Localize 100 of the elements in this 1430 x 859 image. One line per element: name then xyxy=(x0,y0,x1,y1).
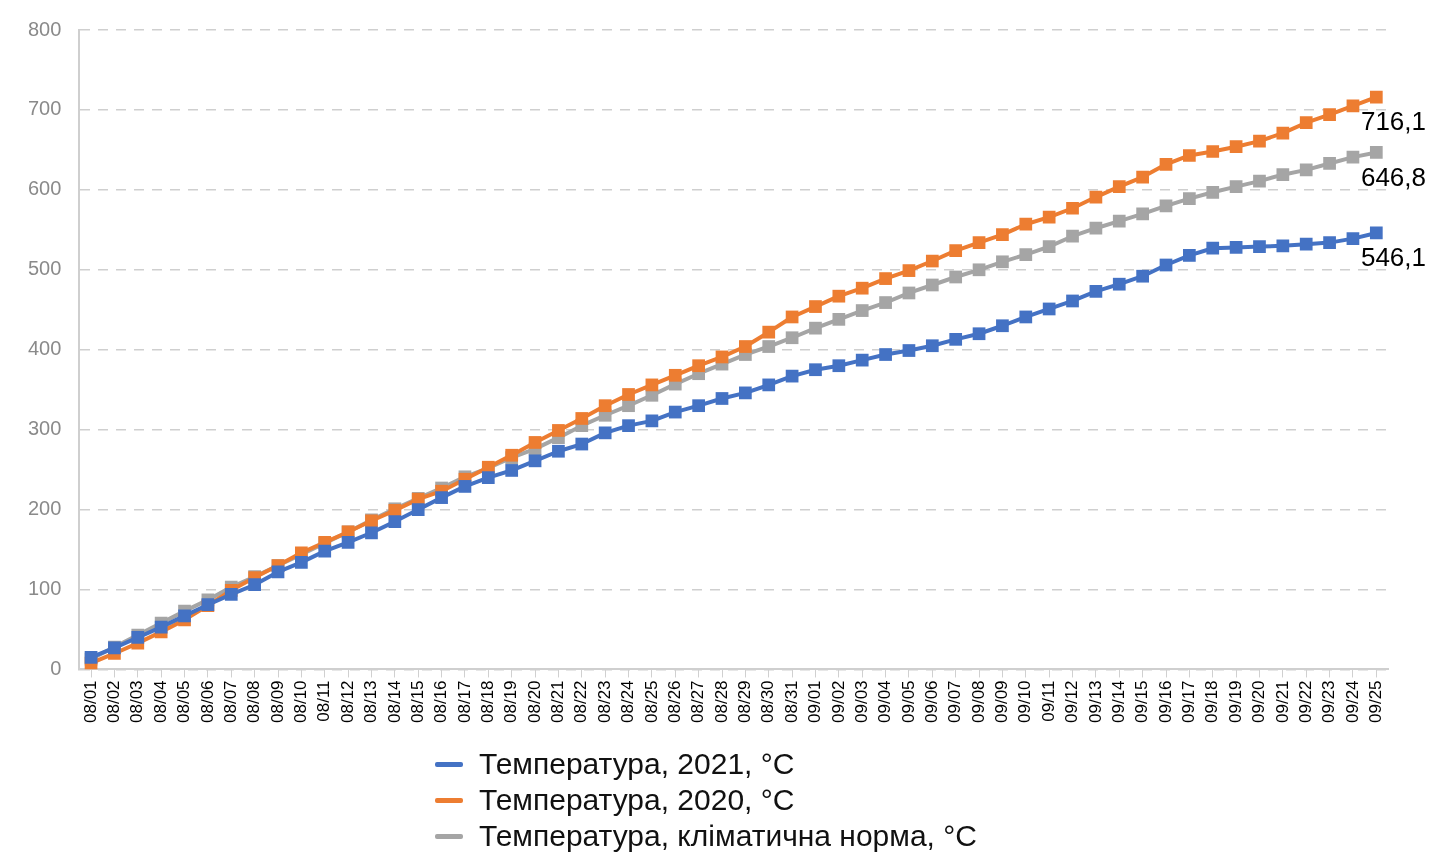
x-tick-label: 08/06 xyxy=(197,680,217,724)
point xyxy=(1253,240,1266,253)
x-tick-label: 08/13 xyxy=(361,680,381,724)
y-tick-label: 800 xyxy=(27,17,62,40)
point xyxy=(575,437,589,451)
point xyxy=(552,424,565,437)
point xyxy=(902,344,916,357)
x-tick-label: 09/07 xyxy=(945,680,965,724)
point xyxy=(1229,241,1243,254)
x-tick-label: 08/03 xyxy=(127,680,147,724)
point xyxy=(996,228,1009,241)
point xyxy=(1183,192,1196,206)
x-tick-label: 08/24 xyxy=(618,680,638,724)
x-tick-label: 08/19 xyxy=(501,680,521,724)
point xyxy=(925,278,939,292)
point xyxy=(435,491,448,504)
point xyxy=(855,281,869,295)
point xyxy=(1253,134,1266,148)
point xyxy=(972,327,986,341)
point xyxy=(528,454,542,468)
point xyxy=(925,339,939,353)
point xyxy=(879,296,892,309)
x-tick-label: 09/24 xyxy=(1342,680,1362,724)
point xyxy=(855,353,869,367)
point xyxy=(1066,229,1079,243)
point xyxy=(1183,249,1196,262)
point xyxy=(388,515,402,528)
x-tick-label: 08/12 xyxy=(337,680,357,724)
x-tick-label: 08/05 xyxy=(174,680,194,724)
point xyxy=(949,244,963,257)
x-tick-label: 08/14 xyxy=(384,680,404,724)
data-label: 646,8 xyxy=(1360,161,1427,192)
x-tick-label: 08/28 xyxy=(711,680,731,724)
point xyxy=(1112,277,1126,291)
x-tick-label: 08/11 xyxy=(314,680,334,722)
x-tick-label: 08/15 xyxy=(407,680,427,724)
point xyxy=(1299,237,1313,251)
point xyxy=(481,471,495,484)
y-tick-label: 500 xyxy=(27,257,62,280)
x-tick-label: 08/30 xyxy=(758,680,778,724)
point xyxy=(1089,285,1103,298)
x-tick-label: 08/08 xyxy=(244,680,264,724)
x-tick-label: 08/31 xyxy=(781,680,801,724)
point xyxy=(528,436,542,449)
x-tick-label: 09/15 xyxy=(1132,680,1152,724)
point xyxy=(622,419,635,433)
point xyxy=(505,464,519,477)
x-tick-label: 09/11 xyxy=(1038,680,1058,722)
point xyxy=(692,399,705,413)
point xyxy=(154,620,168,634)
point xyxy=(762,325,776,339)
point xyxy=(832,359,846,373)
y-tick-label: 0 xyxy=(50,656,62,679)
x-tick-label: 08/26 xyxy=(664,680,684,724)
point xyxy=(949,270,963,284)
point xyxy=(1042,210,1056,224)
x-tick-label: 09/05 xyxy=(898,680,918,724)
x-tick-label: 08/07 xyxy=(220,680,240,724)
point xyxy=(1019,310,1033,324)
x-tick-label: 08/23 xyxy=(594,680,614,724)
point xyxy=(809,363,822,377)
x-tick-label: 08/17 xyxy=(454,680,474,724)
point xyxy=(1276,126,1290,140)
x-tick-label: 09/02 xyxy=(828,680,848,724)
point xyxy=(855,304,869,317)
x-tick-label: 09/25 xyxy=(1366,680,1385,724)
point xyxy=(1089,221,1103,235)
x-tick-label: 09/13 xyxy=(1085,680,1105,724)
x-tick-label: 08/09 xyxy=(267,680,287,724)
point xyxy=(1112,214,1126,228)
point xyxy=(1159,157,1173,171)
point xyxy=(1229,140,1243,154)
x-tick-label: 09/22 xyxy=(1295,680,1315,724)
point xyxy=(832,289,846,303)
point xyxy=(715,392,729,405)
x-tick-label: 09/09 xyxy=(992,680,1012,724)
point xyxy=(1323,108,1336,122)
point xyxy=(949,332,963,346)
point xyxy=(996,255,1009,269)
x-tick-label: 08/10 xyxy=(291,680,311,724)
point xyxy=(1136,207,1149,221)
x-tick-label: 09/01 xyxy=(805,680,825,724)
x-tick-label: 09/23 xyxy=(1319,680,1339,724)
point xyxy=(458,480,472,493)
x-tick-label: 09/19 xyxy=(1225,680,1245,724)
point xyxy=(925,254,939,268)
x-tick-label: 08/20 xyxy=(524,680,544,724)
point xyxy=(1206,241,1220,255)
point xyxy=(1299,163,1313,177)
point xyxy=(996,319,1009,333)
point xyxy=(762,340,776,353)
point xyxy=(1042,302,1056,316)
point xyxy=(1066,201,1079,215)
point xyxy=(1019,217,1033,231)
point xyxy=(1323,157,1336,170)
point xyxy=(365,526,378,540)
point xyxy=(972,263,986,277)
data-label: 546,1 xyxy=(1360,242,1427,273)
x-tick-label: 09/20 xyxy=(1249,680,1269,724)
point xyxy=(1323,236,1336,249)
